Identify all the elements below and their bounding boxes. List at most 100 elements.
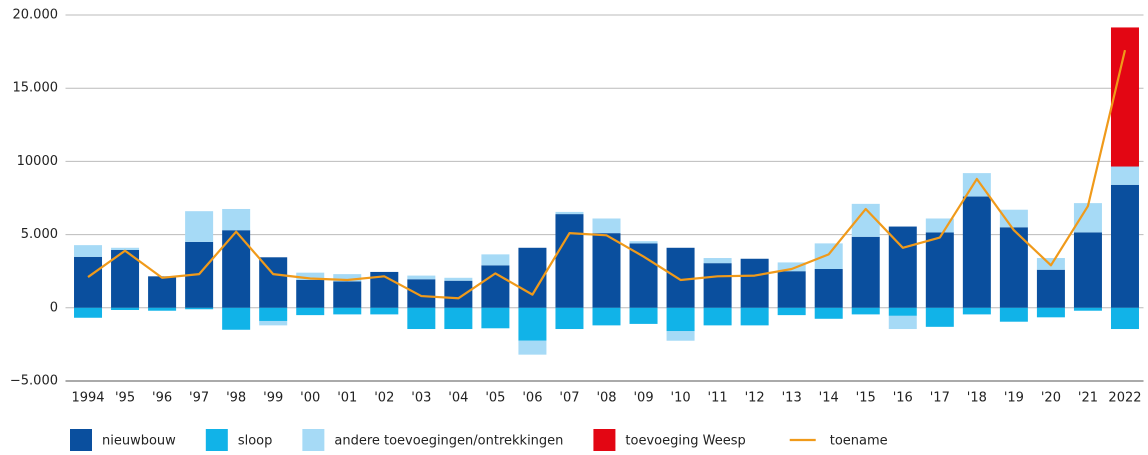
x-tick-label: '10	[671, 391, 691, 406]
x-tick-label: '12	[745, 391, 765, 406]
x-tick-label: '03	[411, 391, 431, 406]
x-tick-label: '99	[263, 391, 283, 406]
bar-segment	[444, 280, 473, 308]
x-tick-label: '97	[189, 391, 209, 406]
bar-segment	[592, 233, 621, 308]
bar-segment	[333, 307, 362, 315]
x-tick-label: '15	[856, 391, 876, 406]
bar-segment	[851, 307, 880, 315]
bar-segment	[1110, 166, 1139, 185]
x-tick-label: '21	[1078, 391, 1098, 406]
bar-segment	[777, 271, 806, 308]
bar-segment	[333, 274, 362, 282]
x-tick-label: 2022	[1108, 391, 1141, 406]
bar-segment	[666, 247, 695, 308]
y-tick-label: 20.000	[13, 8, 59, 23]
bar-segment	[999, 227, 1028, 308]
bar-segment	[925, 218, 954, 233]
bar-segment	[999, 209, 1028, 228]
legend-swatch	[302, 429, 325, 451]
x-tick-label: 1994	[71, 391, 104, 406]
bar-segment	[111, 307, 140, 310]
bar-segment	[333, 281, 362, 308]
bar-segment	[703, 258, 732, 264]
x-tick-label: '98	[226, 391, 246, 406]
bar-segment	[999, 307, 1028, 322]
bar-segment	[740, 258, 769, 308]
bar-segment	[1110, 184, 1139, 308]
bar-segment	[814, 269, 843, 308]
bar-segment	[740, 307, 769, 326]
bar-segment	[888, 315, 917, 330]
x-tick-label: '05	[485, 391, 505, 406]
bar-segment	[296, 272, 325, 280]
bar-segment	[222, 307, 251, 330]
bar-segment	[407, 307, 436, 330]
x-tick-label: '04	[448, 391, 468, 406]
bar-segment	[74, 245, 103, 257]
y-tick-label: 5.000	[21, 227, 58, 242]
bar-segment	[888, 226, 917, 308]
y-tick-label: 15.000	[13, 81, 59, 96]
bar-segment	[592, 307, 621, 326]
bar-segment	[74, 256, 103, 308]
bar-segment	[851, 236, 880, 308]
x-tick-label: '18	[967, 391, 987, 406]
bar-segment	[444, 277, 473, 281]
legend-label: sloop	[238, 434, 273, 449]
bar-segment	[1036, 307, 1065, 318]
bar-segment	[962, 307, 991, 315]
bar-segment	[185, 307, 214, 310]
x-tick-label: '00	[300, 391, 320, 406]
bar-segment	[814, 307, 843, 319]
x-tick-label: '96	[152, 391, 172, 406]
y-tick-label: −5.000	[10, 374, 58, 389]
y-tick-label: 10000	[17, 154, 58, 169]
bar-segment	[888, 307, 917, 316]
line-series	[87, 49, 1127, 300]
bar-segment	[814, 243, 843, 270]
bar-segment	[925, 307, 954, 327]
bar-segment	[185, 211, 214, 242]
bar-segment	[444, 307, 473, 330]
x-tick-label: '08	[596, 391, 616, 406]
bar-segment	[777, 307, 806, 316]
bar-segment	[296, 279, 325, 308]
x-tick-label: '19	[1004, 391, 1024, 406]
legend-swatch	[593, 429, 616, 451]
bar-segment	[259, 307, 288, 321]
bar-segment	[370, 307, 399, 315]
bar-segment	[518, 340, 547, 355]
x-tick-label: '09	[633, 391, 653, 406]
bar-segment	[407, 279, 436, 308]
x-tick-label: '17	[930, 391, 950, 406]
legend-label: nieuwbouw	[102, 434, 176, 449]
bar-segment	[703, 263, 732, 308]
bar-segment	[259, 257, 288, 308]
y-tick-label: 0	[50, 300, 58, 315]
bar-segment	[222, 208, 251, 231]
bar-segment	[703, 307, 732, 326]
bar-segment	[1073, 307, 1102, 311]
bar-segment	[555, 214, 584, 308]
bar-segment	[1110, 307, 1139, 330]
bar-segment	[148, 307, 177, 311]
x-tick-label: '06	[522, 391, 542, 406]
legend-swatch	[205, 429, 228, 451]
bar-segment	[925, 232, 954, 308]
x-tick-label: '07	[559, 391, 579, 406]
bar-segment	[629, 241, 658, 244]
x-tick-label: '16	[893, 391, 913, 406]
legend-swatch	[70, 429, 92, 451]
bar-segment	[666, 307, 695, 332]
x-tick-label: '20	[1041, 391, 1061, 406]
bar-segment	[74, 307, 103, 318]
legend-label: toename	[830, 434, 888, 449]
bar-segment	[481, 254, 510, 266]
bar-segment	[962, 196, 991, 308]
bar-segment	[481, 307, 510, 329]
bar-segment	[1036, 269, 1065, 308]
x-tick-label: '01	[337, 391, 357, 406]
bar-segment	[555, 307, 584, 330]
